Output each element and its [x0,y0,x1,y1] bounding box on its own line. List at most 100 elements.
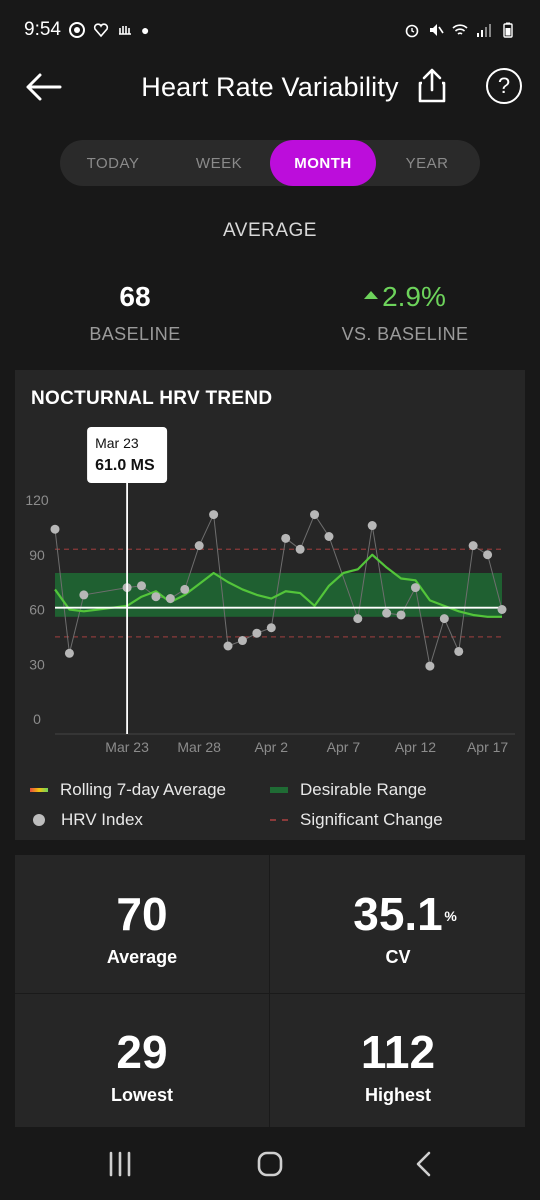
rolling-average-swatch [30,788,48,792]
metric-highest: 112 Highest [271,993,525,1128]
hrv-index-point [454,646,464,656]
hrv-index-point [252,628,262,638]
average-label: Average [106,947,178,967]
hrv-index-point [295,544,305,554]
x-tick-label: Apr 12 [395,739,436,755]
chart-legend: Rolling 7-day Average Desirable Range HR… [15,780,525,840]
alarm-icon [405,24,419,38]
help-button[interactable]: ? [486,68,522,104]
time-range-tabs: TODAY WEEK MONTH YEAR [60,140,480,186]
hrv-index-point [353,614,363,624]
page-title: Heart Rate Variability [141,72,399,102]
legend-desirable-range-label: Desirable Range [300,780,427,799]
vs-baseline-label: VS. BASELINE [341,324,469,344]
hrv-index-point [468,541,478,551]
hrv-index-point [410,583,420,593]
average-heading: AVERAGE [223,220,317,241]
legend-significant-change: Significant Change [270,810,443,830]
hrv-index-point [439,614,449,624]
app-header: Heart Rate Variability ? [0,60,540,116]
chart-title: NOCTURNAL HRV TREND [31,388,273,409]
hrv-index-point [137,581,147,591]
x-tick-label: Mar 23 [105,739,149,755]
recent-apps-icon[interactable] [106,1150,134,1178]
more-notifications-dot: ● [140,22,150,38]
tab-month[interactable]: MONTH [270,140,376,186]
highest-value: 112 [360,1026,436,1078]
hrv-index-point [382,608,392,618]
metrics-grid: 70 Average 35.1% CV 29 Lowest 112 Highes… [15,855,525,1127]
x-tick-label: Mar 28 [177,739,221,755]
y-tick-label: 90 [29,547,45,563]
hrv-trend-card: 0 30 60 90 120 Mar 23 Mar 28 Apr 2 Apr 7 Apr 12 Ap… [15,370,525,840]
legend-rolling-average-label: Rolling 7-day Average [60,780,227,799]
hrv-index-point [151,592,161,602]
share-icon[interactable] [416,66,448,104]
mute-icon [430,24,444,36]
y-tick-label: 0 [33,711,41,727]
legend-desirable-range: Desirable Range [270,780,427,800]
hrv-index-point [425,661,435,671]
hrv-index-point [497,605,507,614]
metrics-horizontal-divider [15,993,525,994]
legend-hrv-index: HRV Index [30,810,143,830]
metrics-vertical-divider [269,855,270,1127]
legend-rolling-average: Rolling 7-day Average [30,780,226,800]
lowest-value: 29 [116,1026,168,1078]
cv-label: CV [385,947,411,967]
hrv-index-point [237,636,247,646]
hrv-index-point [50,524,60,534]
hrv-index-point [310,510,320,520]
system-back-icon[interactable] [410,1150,438,1178]
notification-app-icon [68,22,85,38]
baseline-label: BASELINE [89,324,181,344]
tab-year[interactable]: YEAR [405,154,449,172]
wifi-icon [452,24,468,35]
glove-app-icon [118,26,131,35]
legend-significant-change-label: Significant Change [300,810,443,829]
desirable-range-swatch [270,787,288,793]
question-mark-icon: ? [497,73,511,98]
hrv-index-point [483,550,493,560]
hrv-index-point [165,594,175,604]
vs-baseline-value-row: 2.9% [285,280,525,314]
hrv-index-point [396,610,406,620]
cv-unit: % [444,908,457,924]
battery-icon [503,22,513,38]
hrv-trend-chart[interactable]: 0 30 60 90 120 Mar 23 Mar 28 Apr 2 Apr 7 Apr 12 Ap… [15,370,525,770]
average-value: 70 [116,888,168,940]
hrv-index-point [324,532,334,541]
vs-baseline-stat: 2.9% VS. BASELINE [285,280,525,345]
hrv-index-point [223,641,233,651]
legend-hrv-index-label: HRV Index [61,810,143,829]
tooltip-box [87,427,168,483]
cv-value-wrap: 35.1% [353,889,457,939]
hrv-index-point [64,648,74,658]
signal-icon [477,24,491,37]
status-bar: 9:54 ● [0,0,540,60]
tab-week[interactable]: WEEK [195,154,243,172]
y-tick-label: 30 [29,656,45,672]
hrv-index-point [194,541,204,551]
metric-lowest: 29 Lowest [15,993,269,1128]
home-icon[interactable] [256,1150,284,1178]
metric-average: 70 Average [15,855,269,990]
hrv-index-point [209,510,219,520]
rolling-average-line [54,553,502,618]
hrv-index-point [367,521,377,531]
hrv-index-point [281,533,291,543]
heart-app-icon [93,23,109,38]
clock: 9:54 [24,19,61,40]
x-tick-label: Apr 17 [467,739,508,755]
metric-cv: 35.1% CV [271,855,525,990]
tab-today[interactable]: TODAY [86,154,140,172]
status-left: 9:54 ● [24,19,149,41]
status-right [404,22,516,38]
y-tick-label: 120 [25,492,49,508]
back-arrow-icon[interactable] [24,70,64,104]
vs-baseline-value: 2.9% [382,281,446,312]
hrv-index-point [180,584,190,594]
highest-label: Highest [364,1085,431,1105]
x-tick-label: Apr 2 [255,739,289,755]
x-tick-label: Apr 7 [327,739,361,755]
